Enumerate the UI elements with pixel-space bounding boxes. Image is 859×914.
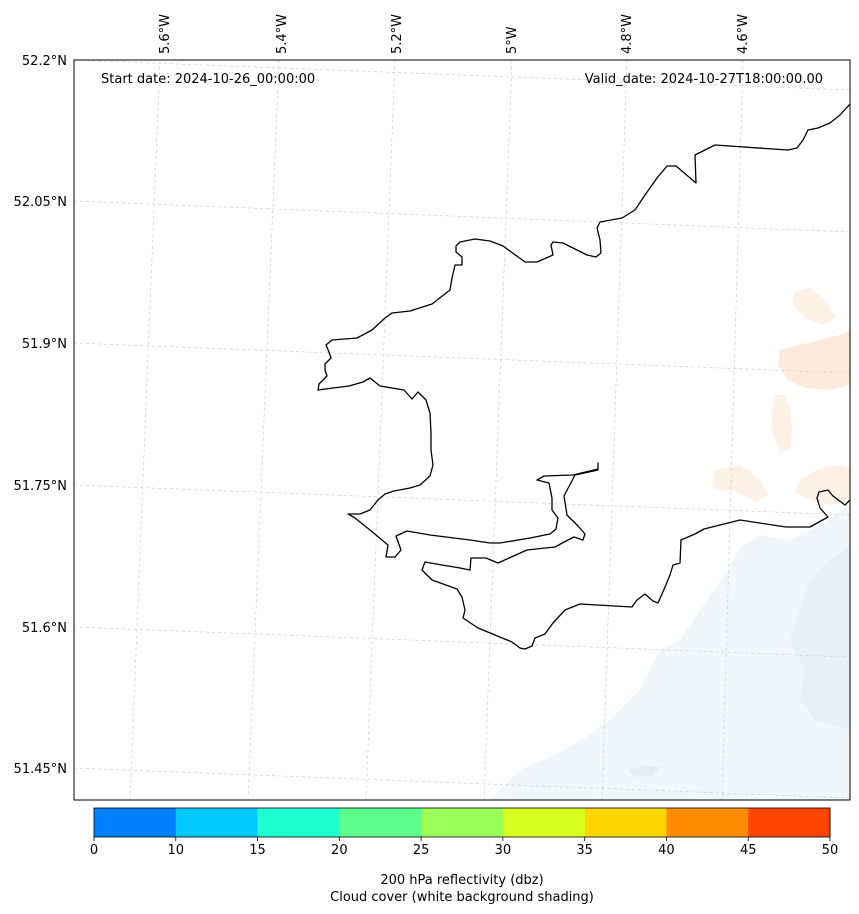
colorbar-tick-label: 50 bbox=[822, 843, 839, 858]
light-shading-patches bbox=[712, 288, 850, 505]
lat-label-51-45n: 51.45°N bbox=[14, 762, 67, 777]
colorbar-label-line2: Cloud cover (white background shading) bbox=[330, 890, 594, 905]
lat-label-51-6n: 51.6°N bbox=[22, 621, 67, 636]
colorbar-cell bbox=[421, 808, 504, 837]
colorbar-frame bbox=[93, 807, 831, 838]
colorbar-tick-label: 10 bbox=[168, 843, 185, 858]
lon-label-5-4w: 5.4°W bbox=[275, 14, 290, 54]
colorbar-cell bbox=[666, 808, 749, 837]
lon-label-4-8w: 4.8°W bbox=[620, 14, 635, 54]
lon-label-5w: 5°W bbox=[505, 26, 520, 54]
lat-label-51-9n: 51.9°N bbox=[22, 337, 67, 352]
colorbar-cell bbox=[502, 808, 586, 837]
lat-label-52-2n: 52.2°N bbox=[22, 54, 67, 69]
lon-label-5-6w: 5.6°W bbox=[158, 14, 173, 54]
colorbar-tick-label: 30 bbox=[495, 843, 512, 858]
colorbar: 0 10 15 20 25 30 35 40 45 50 200 hPa reflectivity… bbox=[90, 807, 838, 905]
colorbar-tick-label: 15 bbox=[249, 843, 266, 858]
colorbar-tick-label: 25 bbox=[413, 843, 430, 858]
colorbar-tick-label: 0 bbox=[90, 843, 98, 858]
lon-label-4-6w: 4.6°W bbox=[736, 14, 751, 54]
lon-label-5-2w: 5.2°W bbox=[390, 14, 405, 54]
colorbar-cell bbox=[339, 808, 422, 837]
colorbar-cell bbox=[748, 808, 831, 837]
map-panel: Start date: 2024-10-26_00:00:00 Valid_da… bbox=[73, 59, 851, 801]
colorbar-tick-label: 20 bbox=[331, 843, 348, 858]
colorbar-ticks: 0 10 15 20 25 30 35 40 45 50 bbox=[90, 837, 838, 858]
colorbar-cell bbox=[94, 808, 177, 837]
colorbar-tick-label: 40 bbox=[658, 843, 675, 858]
colorbar-cell bbox=[257, 808, 340, 837]
map-frame bbox=[73, 59, 851, 801]
start-date-label: Start date: 2024-10-26_00:00:00 bbox=[101, 72, 315, 87]
coastline bbox=[317, 103, 850, 650]
colorbar-cell bbox=[175, 808, 259, 837]
lat-label-52-05n: 52.05°N bbox=[14, 195, 67, 210]
colorbar-cell bbox=[584, 808, 667, 837]
lat-label-51-75n: 51.75°N bbox=[14, 479, 67, 494]
cloud-cover-shading bbox=[490, 505, 850, 800]
colorbar-tick-label: 45 bbox=[740, 843, 757, 858]
colorbar-label-line1: 200 hPa reflectivity (dbz) bbox=[380, 873, 543, 888]
colorbar-cells bbox=[94, 808, 831, 837]
colorbar-tick-label: 35 bbox=[576, 843, 593, 858]
longitude-labels: 5.6°W 5.4°W 5.2°W 5°W 4.8°W 4.6°W bbox=[158, 14, 751, 54]
latitude-labels: 52.2°N 52.05°N 51.9°N 51.75°N 51.6°N 51.… bbox=[14, 54, 67, 777]
valid-date-label: Valid_date: 2024-10-27T18:00:00.00 bbox=[585, 72, 823, 87]
